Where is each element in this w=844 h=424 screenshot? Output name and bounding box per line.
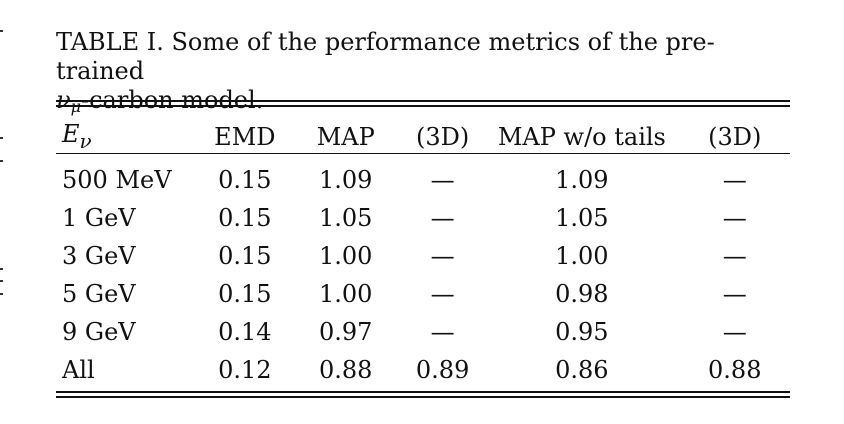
cell-energy: 3 GeV (62, 241, 136, 270)
cell-emd: 0.15 (218, 241, 272, 270)
cell-map-wo-tails: 1.00 (555, 241, 609, 270)
cell-map-wo-tails: 0.86 (555, 355, 609, 384)
cell-map: 1.00 (319, 241, 373, 270)
cell-map: 1.00 (319, 279, 373, 308)
header-rule (56, 153, 790, 154)
edge-mark (0, 268, 3, 270)
cell-map-wo-tails: 0.95 (555, 317, 609, 346)
table-row: 9 GeV 0.14 0.97 — 0.95 — (56, 313, 790, 351)
cell-map-3d: — (430, 241, 455, 270)
cell-map: 0.88 (319, 355, 373, 384)
cell-map-wo-tails-3d: 0.88 (708, 355, 762, 384)
header-energy: Eν (56, 114, 199, 161)
bottom-rule-outer (56, 396, 790, 398)
edge-mark (0, 30, 3, 32)
cell-map-3d: — (430, 279, 455, 308)
cell-map-3d: 0.89 (415, 355, 470, 384)
cell-map-wo-tails-3d: — (722, 317, 747, 346)
cell-map-wo-tails-3d: — (722, 279, 747, 308)
cell-map-3d: — (430, 317, 455, 346)
edge-mark (0, 280, 3, 282)
table-header-row: Eν EMD MAP (3D) MAP w/o tails (3D) (56, 114, 790, 161)
header-map: MAP (316, 123, 375, 152)
cell-emd: 0.15 (218, 203, 272, 232)
cell-energy: All (62, 355, 95, 384)
cell-energy: 500 MeV (62, 165, 172, 194)
cell-energy: 1 GeV (62, 203, 136, 232)
top-rule-outer (56, 100, 790, 102)
table-row: All 0.12 0.88 0.89 0.86 0.88 (56, 351, 790, 389)
top-rule-inner (56, 105, 790, 107)
cell-map-3d: — (430, 203, 455, 232)
header-map-wo-tails: MAP w/o tails (497, 123, 666, 152)
edge-mark (0, 160, 3, 162)
cell-emd: 0.12 (218, 355, 272, 384)
header-energy-symbol: E (62, 120, 80, 148)
cell-map: 0.97 (319, 317, 373, 346)
caption-mu-subscript: μ (70, 97, 81, 116)
cell-map-wo-tails: 0.98 (555, 279, 609, 308)
table-row: 3 GeV 0.15 1.00 — 1.00 — (56, 237, 790, 275)
header-emd: EMD (214, 123, 276, 152)
table-caption: TABLE I. Some of the performance metrics… (56, 28, 796, 115)
cell-map: 1.05 (319, 203, 373, 232)
table-body: 500 MeV 0.15 1.09 — 1.09 — 1 GeV 0.15 1.… (56, 161, 790, 389)
table-row: 1 GeV 0.15 1.05 — 1.05 — (56, 199, 790, 237)
table-row: 500 MeV 0.15 1.09 — 1.09 — (56, 161, 790, 199)
cell-map: 1.09 (319, 165, 373, 194)
cell-map-wo-tails: 1.05 (555, 203, 609, 232)
cell-map-wo-tails-3d: — (722, 203, 747, 232)
cell-map-wo-tails-3d: — (722, 165, 747, 194)
edge-mark (0, 137, 3, 139)
cell-energy: 9 GeV (62, 317, 136, 346)
metrics-table: Eν EMD MAP (3D) MAP w/o tails (3D) 500 M… (56, 114, 790, 389)
edge-mark (0, 293, 3, 295)
cell-emd: 0.15 (218, 279, 272, 308)
cell-map-3d: — (430, 165, 455, 194)
header-energy-subscript: ν (79, 128, 92, 153)
header-map-3d: (3D) (416, 123, 470, 152)
header-map-wo-tails-3d: (3D) (708, 123, 762, 152)
bottom-rule-inner (56, 391, 790, 393)
table-row: 5 GeV 0.15 1.00 — 0.98 — (56, 275, 790, 313)
cell-emd: 0.15 (218, 165, 272, 194)
page-edge-marks (0, 0, 6, 424)
caption-line-1: TABLE I. Some of the performance metrics… (56, 28, 715, 85)
cell-map-wo-tails-3d: — (722, 241, 747, 270)
cell-energy: 5 GeV (62, 279, 136, 308)
cell-map-wo-tails: 1.09 (555, 165, 609, 194)
cell-emd: 0.14 (218, 317, 272, 346)
